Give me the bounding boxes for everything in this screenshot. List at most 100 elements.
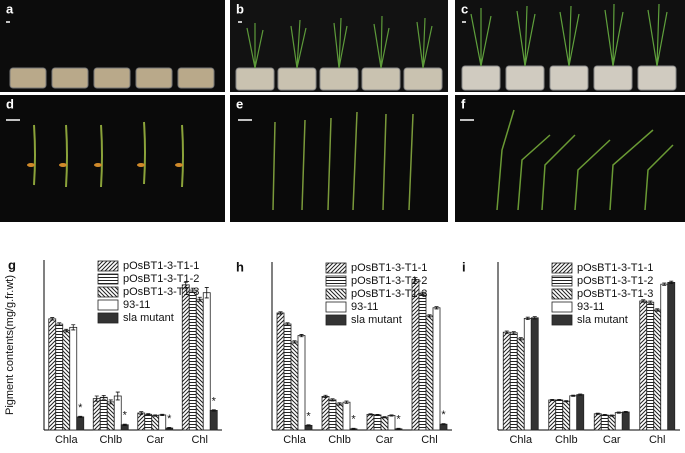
legend-label: 93-11 (577, 301, 604, 313)
error-bar (609, 414, 614, 417)
significance-mark: * (123, 410, 128, 422)
error-bar (351, 427, 356, 430)
error-bar (648, 300, 653, 304)
error-bar (57, 322, 62, 326)
bar (600, 414, 609, 431)
error-bar (211, 409, 216, 412)
error-bar (78, 415, 83, 418)
error-bar (153, 414, 158, 417)
bar (321, 395, 330, 431)
error-bar (420, 291, 425, 295)
significance-mark: * (78, 402, 83, 414)
seedlings-c (470, 3, 668, 67)
bar (276, 312, 285, 431)
significance-mark: * (351, 414, 356, 426)
significance-mark: * (396, 414, 401, 426)
legend-swatch (97, 273, 119, 285)
y-axis-label: Pigment contents(mg/g.fr.wt) (4, 275, 16, 415)
bar (576, 394, 585, 431)
chart-label: i (462, 259, 466, 274)
seedlings-f (496, 109, 674, 211)
bar (76, 416, 85, 431)
error-bar (306, 424, 311, 427)
seeds-d (27, 163, 183, 167)
pots-b (235, 67, 443, 91)
legend-swatch (551, 314, 573, 326)
error-bar (368, 413, 373, 416)
error-bar (204, 287, 209, 299)
legend-label: pOsBT1-3-T1-1 (351, 262, 427, 274)
error-bar (146, 413, 151, 416)
bar (646, 301, 655, 431)
bar (530, 317, 539, 431)
legend-label: pOsBT1-3-T1-1 (123, 260, 199, 272)
bar (607, 415, 616, 431)
bar (593, 413, 602, 431)
panel-label: d (6, 96, 14, 111)
bar (209, 409, 218, 431)
pots-a (9, 67, 215, 89)
error-bar (101, 394, 106, 400)
photo-row-1 (0, 0, 685, 92)
error-bar (504, 330, 509, 334)
bar (290, 341, 299, 431)
error-bar (278, 311, 283, 315)
error-bar (94, 395, 99, 402)
bar (202, 292, 211, 431)
bar (653, 309, 662, 431)
bar (283, 323, 292, 431)
error-bar (50, 317, 55, 321)
legend-label: sla mutant (123, 312, 174, 324)
legend-swatch (325, 301, 347, 313)
bar (99, 396, 108, 431)
error-bar (382, 416, 387, 419)
significance-mark: * (212, 395, 217, 407)
legend-swatch (97, 299, 119, 311)
error-bar (571, 394, 576, 397)
error-bar (396, 427, 401, 430)
x-tick-label: Car (376, 434, 394, 446)
error-bar (122, 423, 127, 426)
error-bar (616, 411, 621, 414)
pots-c (461, 65, 677, 91)
x-tick-label: Chl (649, 434, 666, 446)
error-bar (578, 393, 583, 396)
bar (342, 401, 351, 431)
error-bar (511, 331, 516, 335)
legend-swatch (551, 301, 573, 313)
bar (69, 326, 78, 431)
error-bar (532, 316, 537, 320)
error-bar (518, 337, 523, 341)
error-bar (557, 399, 562, 401)
error-bar (389, 414, 394, 417)
error-bar (641, 299, 646, 303)
error-bar (139, 411, 144, 415)
bar (48, 318, 57, 431)
bar (328, 399, 337, 431)
bar (335, 403, 344, 431)
error-bar (167, 426, 172, 430)
legend-label: sla mutant (351, 314, 402, 326)
panel-label: f (461, 96, 466, 111)
error-bar (292, 340, 297, 344)
x-tick-label: Chl (421, 434, 438, 446)
bar (297, 335, 306, 431)
bar (509, 332, 518, 431)
seedlings-e (272, 111, 414, 211)
seedlings-d (33, 121, 184, 188)
error-bar (525, 316, 530, 320)
error-bar (190, 287, 195, 293)
significance-mark: * (306, 410, 311, 422)
bar (62, 330, 71, 431)
error-bar (344, 400, 349, 404)
error-bar (441, 423, 446, 426)
bar (380, 416, 389, 431)
chart-label: h (236, 259, 244, 274)
error-bar (669, 280, 674, 284)
bar (614, 412, 623, 431)
bar (621, 411, 630, 431)
bar (373, 414, 382, 431)
legend-label: pOsBT1-3-T1-3 (123, 286, 199, 298)
panel-label: a (6, 1, 14, 16)
bar (151, 415, 160, 431)
